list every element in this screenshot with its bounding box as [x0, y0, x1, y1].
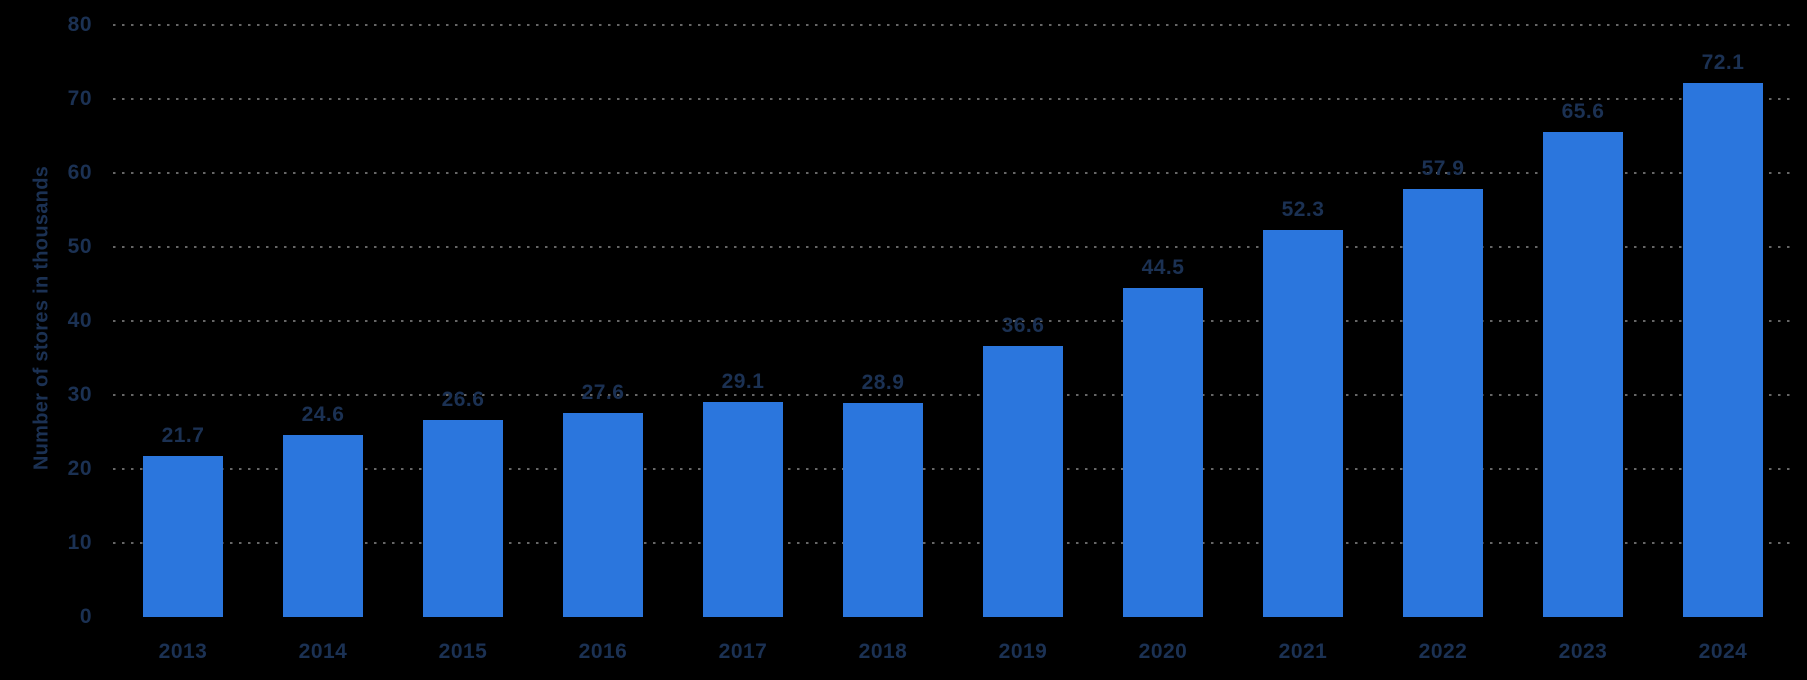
- y-tick-label: 20: [67, 457, 92, 480]
- bar-2023[interactable]: [1543, 131, 1623, 617]
- gridline-20: [113, 468, 1790, 470]
- gridline-50: [113, 246, 1790, 248]
- gridline-40: [113, 320, 1790, 322]
- bar-2019[interactable]: [983, 346, 1063, 617]
- x-tick-label-2015: 2015: [438, 640, 488, 663]
- y-tick-label: 10: [67, 531, 92, 554]
- value-label-2021: 52.3: [1281, 197, 1325, 221]
- y-tick-label: 70: [67, 87, 92, 110]
- x-tick-label-2013: 2013: [158, 640, 208, 663]
- value-label-2019: 36.6: [1001, 314, 1045, 338]
- gridline-30: [113, 394, 1790, 396]
- value-label-2016: 27.6: [581, 380, 625, 404]
- x-tick-label-2020: 2020: [1138, 640, 1188, 663]
- bar-2018[interactable]: [843, 403, 923, 617]
- x-tick-label-2016: 2016: [578, 640, 628, 663]
- x-tick-label-2021: 2021: [1278, 640, 1328, 663]
- x-tick-label-2014: 2014: [298, 640, 348, 663]
- y-tick-label: 80: [67, 13, 92, 36]
- gridline-10: [113, 542, 1790, 544]
- value-label-2014: 24.6: [301, 402, 345, 426]
- bar-2024[interactable]: [1683, 83, 1763, 617]
- gridline-60: [113, 172, 1790, 174]
- value-label-2022: 57.9: [1421, 156, 1465, 180]
- y-tick-label: 30: [67, 383, 92, 406]
- x-tick-label-2024: 2024: [1698, 640, 1748, 663]
- value-label-2018: 28.9: [861, 371, 905, 395]
- bar-2021[interactable]: [1263, 229, 1343, 617]
- bar-2015[interactable]: [423, 420, 503, 617]
- x-tick-label-2023: 2023: [1558, 640, 1608, 663]
- y-tick-label: 40: [67, 309, 92, 332]
- y-tick-label: 50: [67, 235, 92, 258]
- x-tick-label-2019: 2019: [998, 640, 1048, 663]
- gridline-80: [113, 24, 1790, 26]
- value-label-2024: 72.1: [1701, 51, 1745, 75]
- bar-2022[interactable]: [1403, 188, 1483, 617]
- x-tick-label-2018: 2018: [858, 640, 908, 663]
- y-tick-label: 60: [67, 161, 92, 184]
- x-tick-label-2017: 2017: [718, 640, 768, 663]
- bar-2014[interactable]: [283, 434, 363, 617]
- bar-2013[interactable]: [143, 456, 223, 617]
- value-label-2023: 65.6: [1561, 99, 1605, 123]
- bar-2020[interactable]: [1123, 287, 1203, 617]
- x-tick-label-2022: 2022: [1418, 640, 1468, 663]
- y-tick-label: 0: [79, 605, 92, 628]
- bar-2016[interactable]: [563, 412, 643, 617]
- value-label-2015: 26.6: [441, 388, 485, 412]
- gridline-70: [113, 98, 1790, 100]
- value-label-2017: 29.1: [721, 369, 765, 393]
- value-label-2020: 44.5: [1141, 255, 1185, 279]
- bar-2017[interactable]: [703, 401, 783, 617]
- value-label-2013: 21.7: [161, 424, 205, 448]
